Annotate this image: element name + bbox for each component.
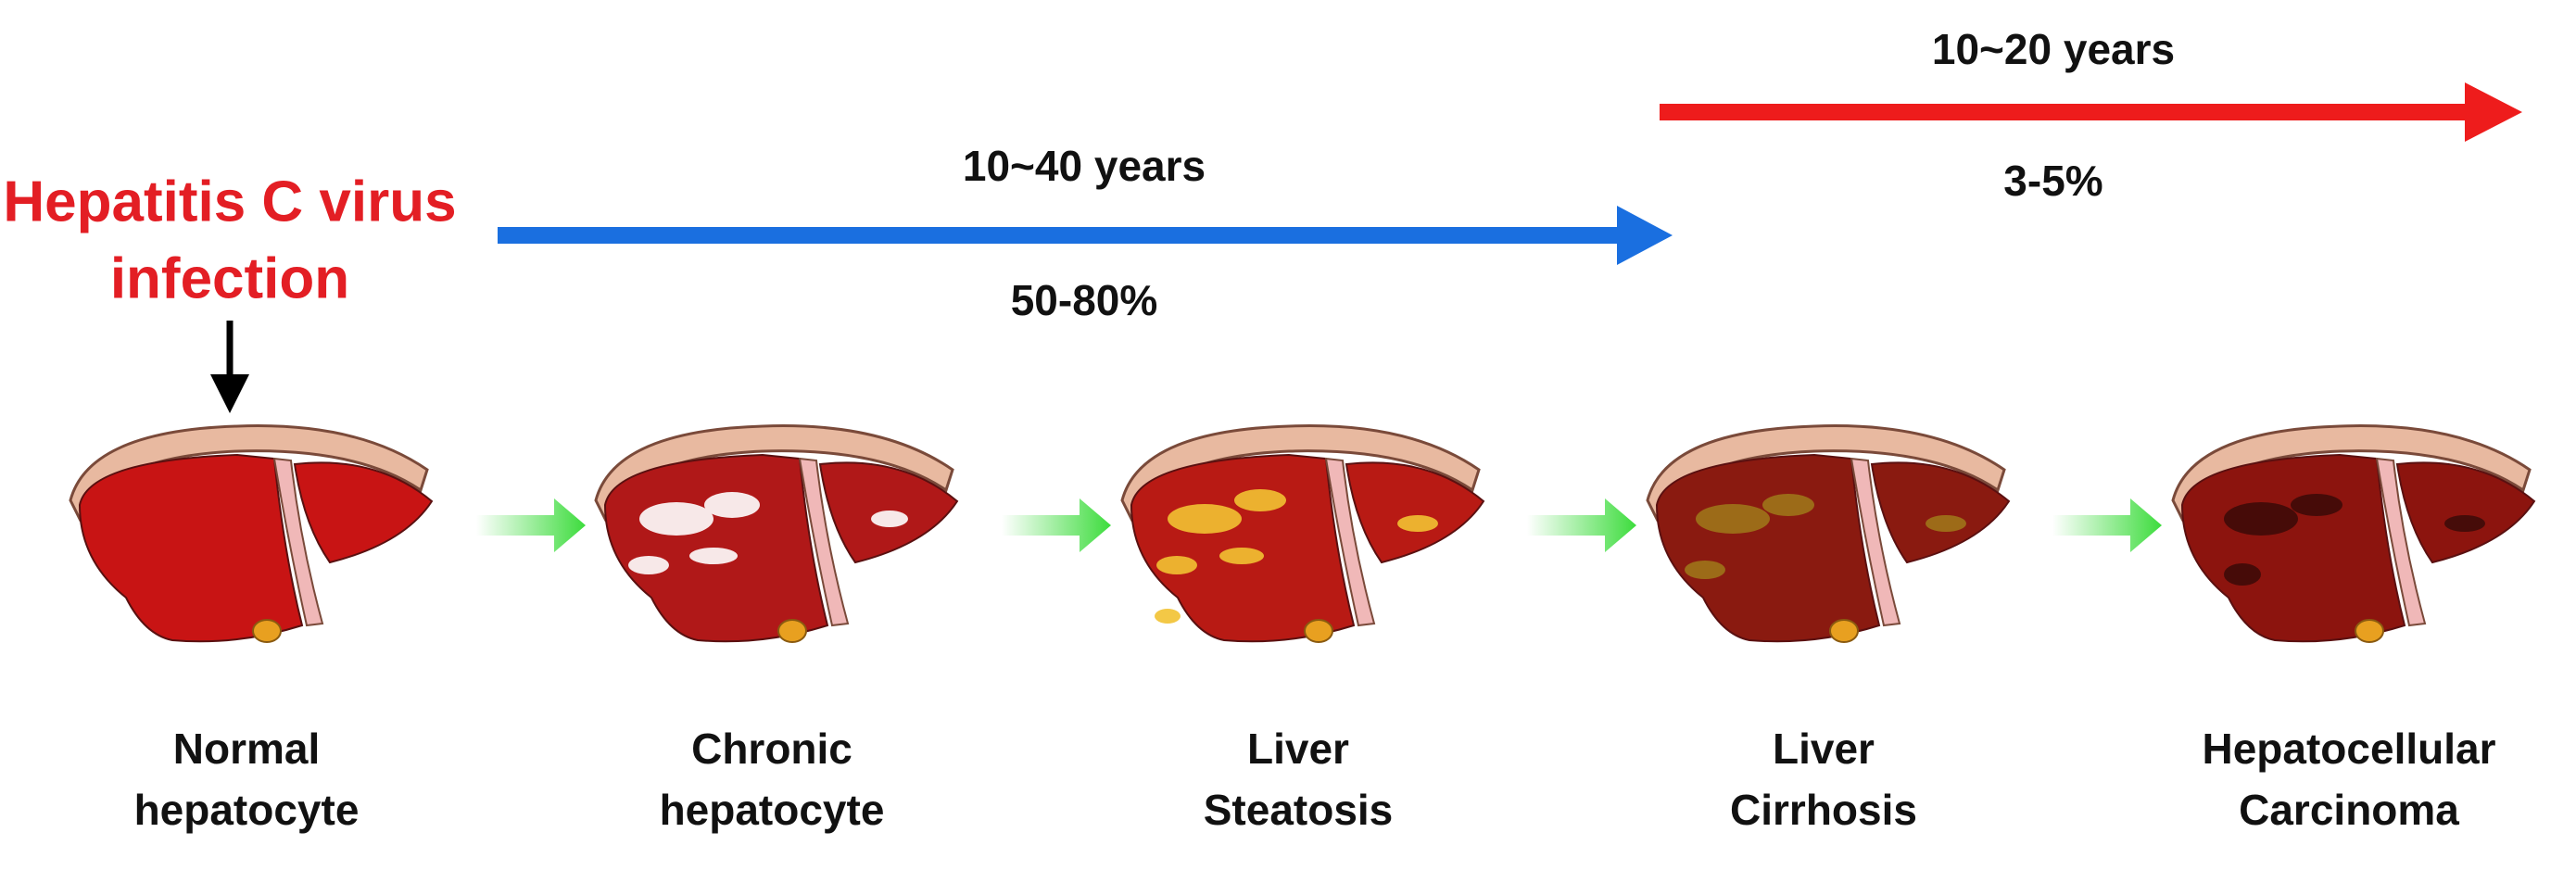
stage-label: Normal [173, 725, 320, 773]
progression-arrow [1002, 498, 1111, 552]
stage-label: hepatocyte [660, 786, 885, 834]
liver [70, 426, 432, 642]
timeline-arrow [498, 206, 1673, 265]
timeline-arrow [1660, 82, 2522, 142]
liver [2173, 426, 2534, 642]
liver [1122, 426, 1484, 642]
liver [596, 426, 957, 642]
stage-label: Liver [1773, 725, 1875, 773]
stage-label: hepatocyte [134, 786, 360, 834]
timeline-rate: 3-5% [2003, 157, 2102, 205]
progression-arrow [1527, 498, 1636, 552]
progression-arrow [476, 498, 586, 552]
progression-arrow [2052, 498, 2162, 552]
timeline-rate: 50-80% [1011, 276, 1158, 324]
timeline-duration: 10~20 years [1932, 25, 2175, 73]
timeline-duration: 10~40 years [963, 142, 1206, 190]
stage-label: Steatosis [1204, 786, 1394, 834]
stage-label: Carcinoma [2239, 786, 2459, 834]
stage-label: Liver [1247, 725, 1349, 773]
stage-label: Cirrhosis [1730, 786, 1917, 834]
liver [1648, 426, 2009, 642]
stage-label: Chronic [691, 725, 852, 773]
infection-label: Hepatitis C virus [3, 170, 456, 233]
infection-label: infection [110, 246, 349, 310]
stage-label: Hepatocellular [2203, 725, 2496, 773]
